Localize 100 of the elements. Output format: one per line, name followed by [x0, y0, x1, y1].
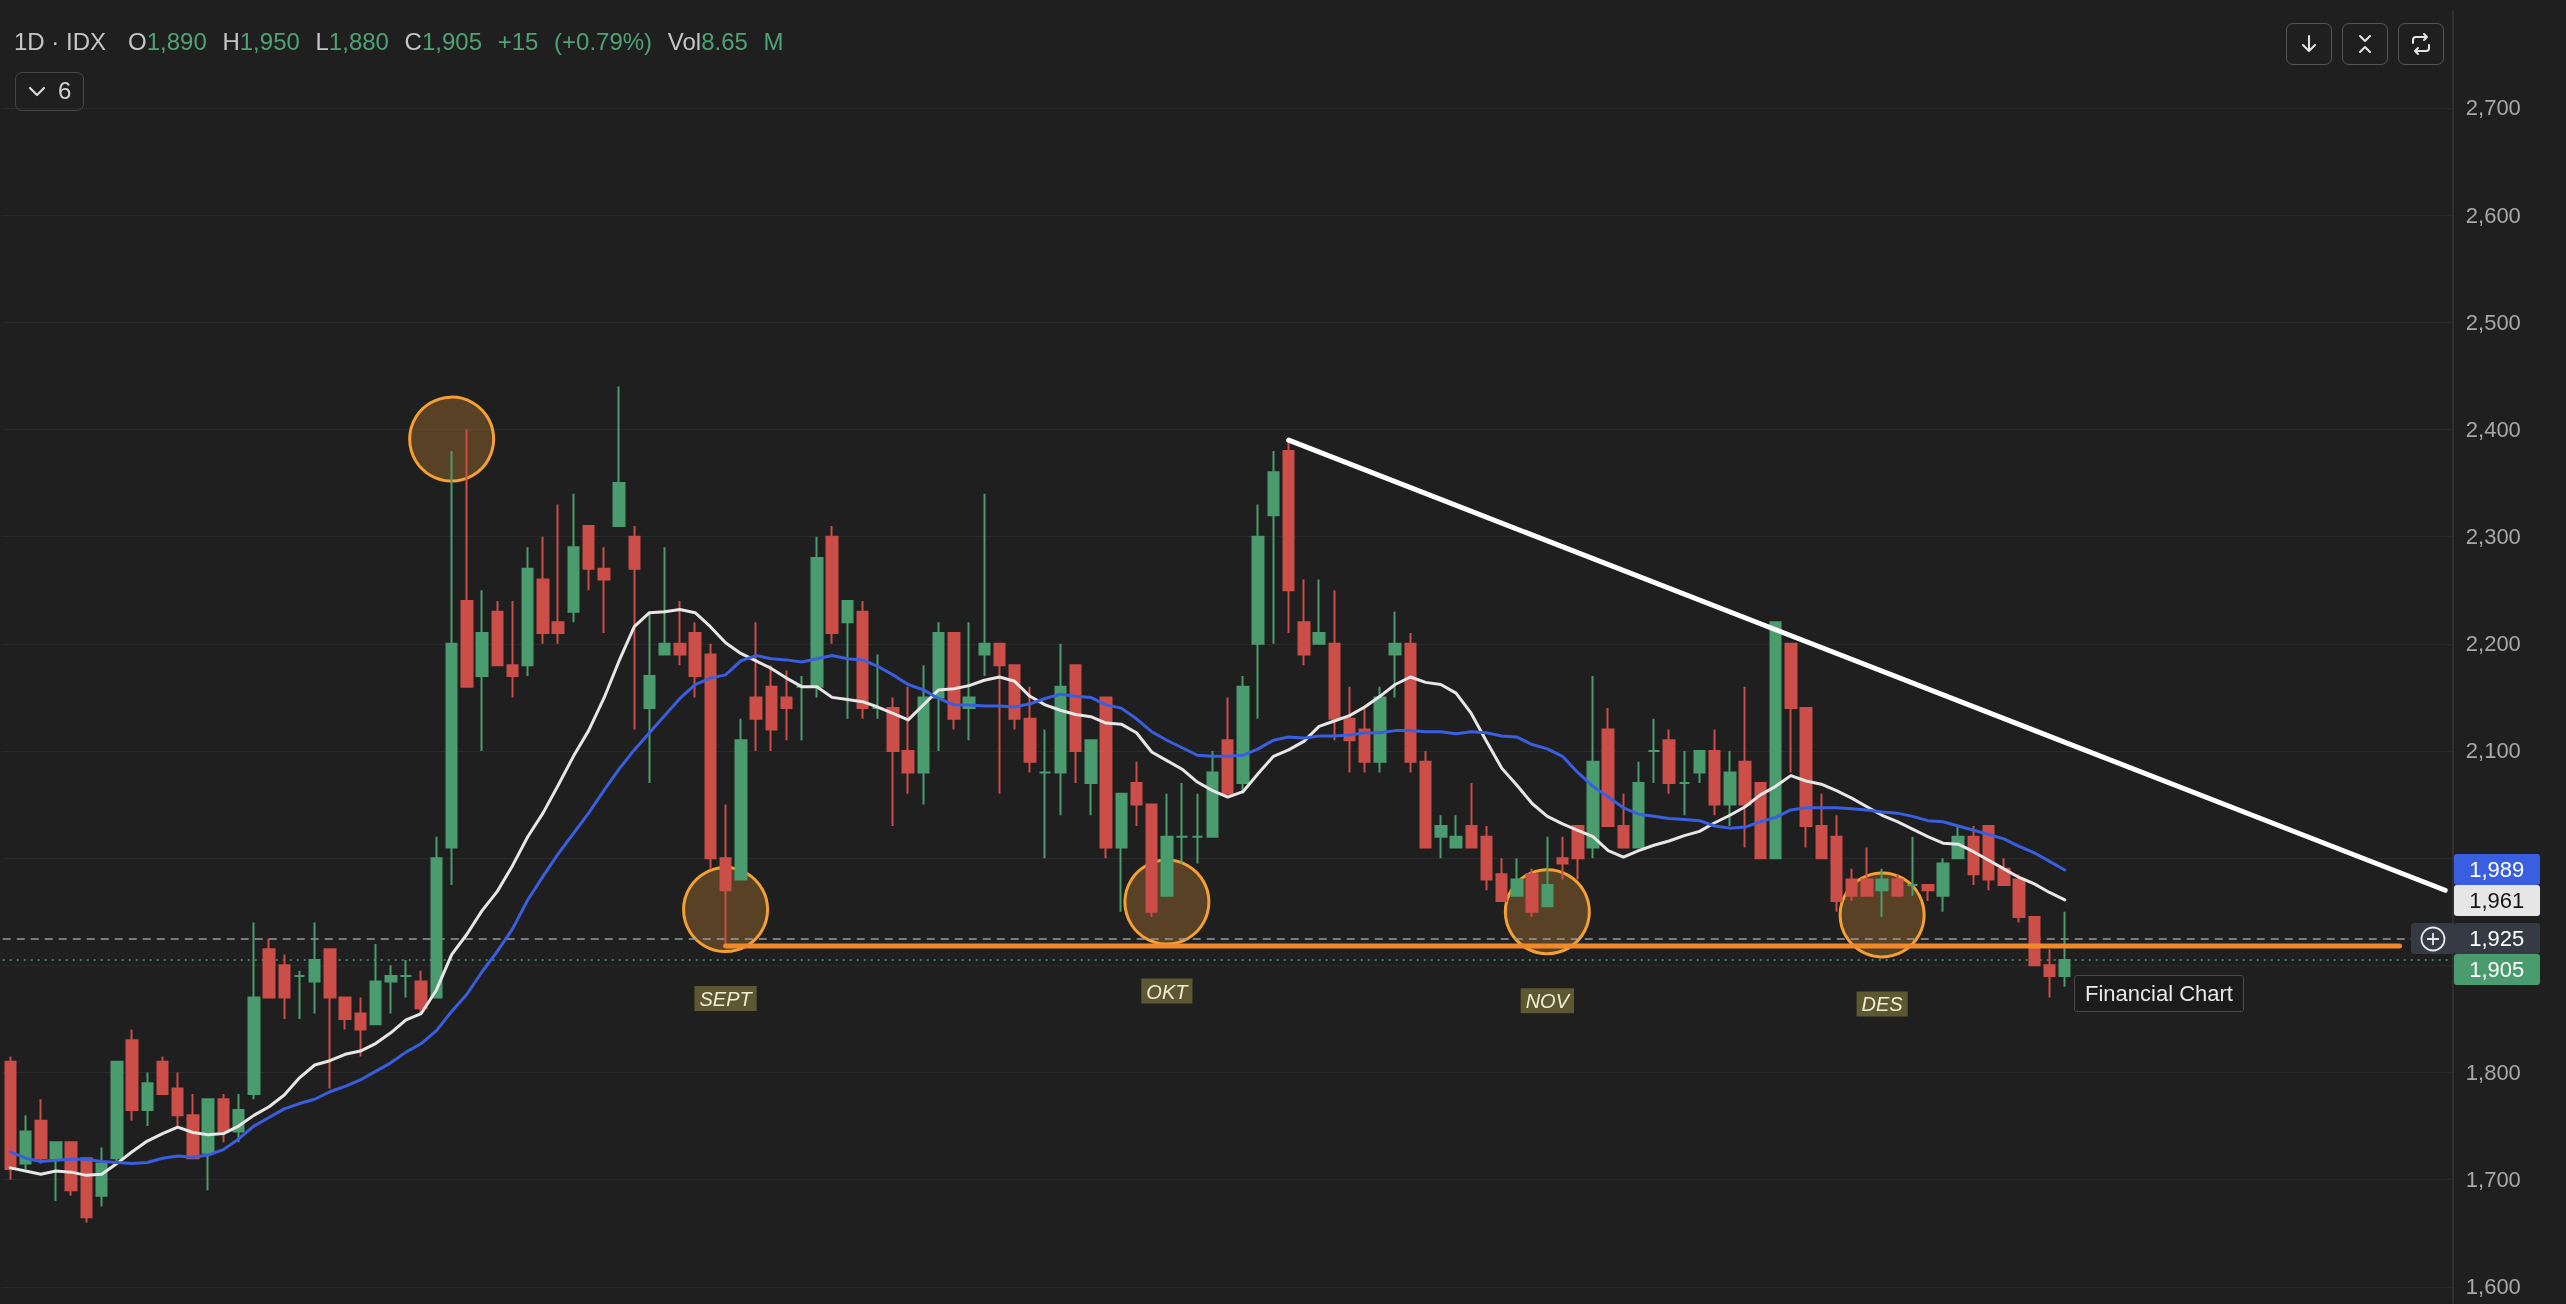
text: O1,890 H1,950 L1,880 C1,905 +15 (+0.79%) Vol8.65 M — [128, 28, 784, 55]
candlestick — [1601, 707, 1615, 827]
candlestick — [1343, 685, 1356, 774]
candlestick — [1860, 846, 1874, 897]
candlestick — [628, 524, 641, 731]
candlestick — [673, 599, 687, 667]
data-label: OKT — [1146, 980, 1190, 1003]
candlestick — [962, 621, 976, 742]
candlestick — [901, 685, 915, 795]
candlestick — [947, 632, 961, 731]
candlestick — [34, 1098, 48, 1165]
annotation: Financial Chart — [2074, 975, 2244, 1012]
candlestick — [506, 599, 519, 699]
candlestick — [19, 1114, 32, 1170]
y-tick-label: 2,600 — [2465, 202, 2521, 228]
candlestick — [2012, 873, 2026, 924]
candlestick — [1525, 867, 1539, 919]
y-tick-label: 2,200 — [2465, 631, 2521, 657]
candlestick — [1586, 674, 1600, 860]
candlestick — [323, 948, 337, 1090]
y-tick-label: 2,700 — [2465, 95, 2521, 121]
candlestick — [597, 546, 611, 635]
candlestick — [308, 921, 321, 1015]
y-tick-label: 1,600 — [2465, 1274, 2521, 1300]
candlestick — [1434, 814, 1448, 860]
y-tick-label: 2,400 — [2465, 416, 2521, 442]
data-label: SEPT — [699, 988, 754, 1011]
candlestick — [475, 589, 489, 752]
candlestick — [1297, 578, 1311, 667]
candlestick — [1328, 589, 1341, 742]
ref-line-label: 1,925 — [2453, 923, 2540, 955]
candlestick — [886, 696, 900, 827]
y-tick-label: 2,100 — [2465, 738, 2521, 764]
candlestick — [551, 503, 565, 645]
candlestick — [1921, 883, 1935, 903]
candlestick — [217, 1092, 230, 1144]
candlestick — [1023, 685, 1037, 774]
dropdown-button: 6 — [15, 72, 85, 111]
candlestick — [414, 969, 428, 1015]
candlestick — [95, 1146, 108, 1208]
candlestick — [1069, 664, 1082, 785]
candlestick — [1495, 857, 1508, 903]
candlestick — [1678, 749, 1691, 817]
candlestick — [749, 621, 763, 752]
candlestick — [704, 642, 717, 870]
candlestick — [1693, 749, 1706, 785]
candlestick — [1480, 824, 1493, 892]
candlestick — [932, 621, 945, 752]
candlestick — [810, 535, 824, 699]
candlestick — [658, 546, 671, 656]
candlestick — [780, 669, 793, 742]
data-label: NOV — [1525, 990, 1571, 1013]
y-tick-label: 2,500 — [2465, 309, 2521, 335]
text: 1,989 — [2453, 854, 2540, 886]
candlestick — [978, 492, 991, 677]
candlestick — [825, 524, 839, 645]
candlestick — [536, 535, 550, 645]
candlestick — [1312, 578, 1326, 645]
candlestick — [1084, 739, 1098, 817]
candlestick — [445, 449, 458, 886]
candlestick — [354, 996, 367, 1058]
candlestick — [1510, 857, 1524, 897]
candlestick — [1617, 792, 1630, 849]
candlestick — [278, 953, 291, 1020]
y-tick-label: 1,800 — [2465, 1059, 2521, 1085]
candlestick — [856, 599, 869, 720]
candlestick — [1465, 782, 1478, 849]
candlestick — [1038, 728, 1052, 860]
candlestick — [49, 1141, 63, 1203]
candlestick — [171, 1071, 184, 1128]
candlestick — [1160, 792, 1174, 897]
text: 1D · IDX — [14, 28, 107, 55]
candlestick — [1099, 696, 1113, 860]
candlestick — [491, 599, 504, 667]
candlestick — [4, 1055, 17, 1181]
candlestick — [384, 964, 398, 1015]
candlestick — [262, 937, 276, 999]
candlestick — [567, 492, 580, 624]
candlestick — [1388, 610, 1402, 699]
candlestick — [1130, 760, 1143, 827]
candlestick — [2043, 948, 2056, 999]
candlestick — [1799, 707, 1813, 849]
candlestick — [1251, 503, 1265, 720]
text: 1,961 — [2453, 885, 2540, 917]
candlestick — [1221, 696, 1234, 795]
ref-line-label: 1,905 — [2453, 954, 2540, 986]
candlestick — [1875, 867, 1889, 919]
candlestick — [1541, 835, 1554, 908]
y-tick-label: 2,300 — [2465, 524, 2521, 550]
candlestick — [734, 717, 748, 881]
candlestick — [719, 803, 732, 945]
candlestick — [688, 621, 702, 699]
candlestick — [841, 599, 854, 720]
data-label: DES — [1861, 993, 1904, 1016]
candlestick — [1419, 749, 1432, 849]
candlestick — [993, 642, 1006, 795]
candlestick — [1054, 642, 1067, 817]
candlestick — [1708, 728, 1721, 817]
candlestick — [1738, 685, 1752, 849]
candlestick — [1236, 674, 1250, 795]
